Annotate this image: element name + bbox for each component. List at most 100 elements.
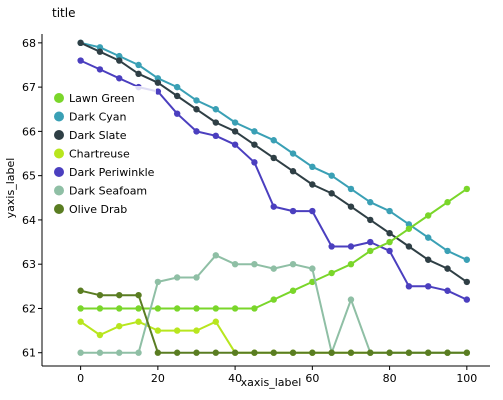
legend-label-dark-slate: Dark Slate [69,129,127,142]
legend-label-dark-cyan: Dark Cyan [69,111,127,124]
data-point-dark-periwinkle [328,243,335,250]
data-point-dark-seafoam [347,296,355,303]
legend-marker-dark-periwinkle [54,167,64,177]
data-point-dark-cyan [154,75,162,82]
data-point-lawn-green [367,247,374,255]
data-point-lawn-green [135,305,142,312]
data-point-dark-periwinkle [270,203,277,210]
data-point-dark-seafoam [231,260,239,268]
data-point-dark-cyan [212,106,219,113]
data-point-dark-periwinkle [116,75,123,82]
series-lawn-green [77,185,471,312]
data-point-dark-slate [309,181,316,188]
data-point-olive-drab [193,349,200,356]
data-point-lawn-green [386,238,393,246]
axes-layer: 0 20 40 60 80 100 61 62 63 64 65 66 67 68 [22,34,490,385]
data-point-dark-cyan [193,97,200,104]
data-point-dark-cyan [231,119,239,126]
data-point-lawn-green [270,296,277,303]
data-point-dark-seafoam [309,265,316,272]
y-tick-label: 62 [22,302,36,315]
data-point-chartreuse [173,327,181,334]
data-point-dark-cyan [116,52,123,60]
data-point-dark-seafoam [154,278,162,286]
data-point-dark-cyan [270,137,277,144]
data-point-chartreuse [135,318,142,325]
data-point-dark-seafoam [173,274,181,281]
data-point-dark-periwinkle [444,287,451,294]
legend-marker-olive-drab [54,204,64,214]
data-point-lawn-green [116,305,123,312]
y-tick-label: 63 [22,258,36,271]
legend-background [50,86,156,226]
series-dark-slate [77,39,471,286]
data-point-dark-cyan [386,207,393,215]
data-point-dark-slate [444,265,451,272]
data-point-dark-periwinkle [425,283,432,290]
data-point-chartreuse [116,322,123,330]
data-point-dark-slate [386,230,393,237]
data-point-dark-seafoam [135,349,142,356]
data-point-lawn-green [231,305,239,312]
data-point-dark-cyan [251,128,258,135]
data-point-olive-drab [231,349,239,356]
data-point-dark-seafoam [212,252,219,259]
data-point-dark-slate [367,216,374,224]
data-point-olive-drab [367,349,374,356]
y-tick-label: 64 [22,214,36,227]
data-point-dark-cyan [405,221,413,228]
x-tick-label: 0 [77,372,84,385]
data-point-chartreuse [212,318,219,325]
data-point-olive-drab [135,291,142,299]
legend-label-lawn-green: Lawn Green [69,92,135,105]
data-point-dark-seafoam [77,349,84,356]
data-point-lawn-green [289,287,297,294]
data-point-dark-seafoam [116,349,123,356]
data-point-dark-periwinkle [289,207,297,215]
data-point-lawn-green [154,305,162,312]
data-point-dark-slate [231,128,239,135]
x-tick-label: 40 [228,372,242,385]
chart-title: title [52,6,75,20]
series-olive-drab [77,287,471,356]
data-point-dark-cyan [463,256,471,263]
x-tick-label: 20 [151,372,165,385]
data-point-olive-drab [328,349,335,356]
data-point-olive-drab [270,349,277,356]
data-point-dark-cyan [444,247,451,255]
data-point-olive-drab [386,349,393,356]
data-point-dark-periwinkle [367,238,374,246]
data-point-olive-drab [212,349,219,356]
data-point-dark-slate [96,48,104,55]
data-point-dark-cyan [425,234,432,241]
data-point-olive-drab [444,349,451,356]
data-point-dark-cyan [309,163,316,170]
data-point-dark-slate [425,256,432,263]
data-point-lawn-green [328,269,335,277]
legend: Lawn Green Dark Cyan Dark Slate Chartreuse D… [50,86,156,226]
y-tick-label: 68 [22,37,36,50]
legend-marker-chartreuse [54,148,64,159]
data-point-dark-slate [212,119,219,126]
data-point-olive-drab [173,349,181,356]
data-point-dark-slate [193,106,200,113]
data-point-dark-seafoam [289,260,297,268]
data-point-olive-drab [77,287,84,294]
data-point-dark-cyan [347,185,355,193]
data-point-lawn-green [212,305,219,312]
data-point-olive-drab [251,349,258,356]
data-point-dark-periwinkle [405,283,413,290]
y-tick-label: 65 [22,170,36,183]
data-point-olive-drab [289,349,297,356]
data-point-dark-slate [116,57,123,64]
x-axis-label: xaxis_label [241,376,302,389]
data-point-dark-periwinkle [463,296,471,303]
data-point-dark-cyan [96,44,104,51]
x-tick-label: 80 [383,372,397,385]
data-point-dark-slate [289,168,297,175]
data-point-dark-periwinkle [173,110,181,117]
data-point-lawn-green [425,212,432,219]
data-point-dark-seafoam [251,260,258,268]
legend-label-dark-seafoam: Dark Seafoam [69,185,147,198]
